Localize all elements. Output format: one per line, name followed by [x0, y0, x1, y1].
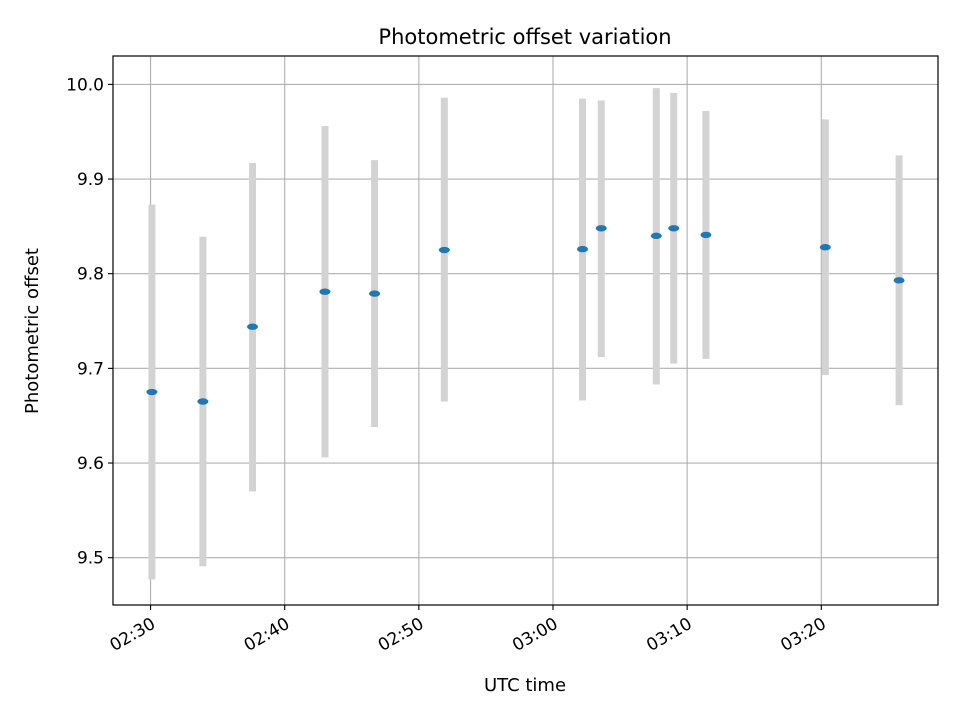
- data-point: [247, 323, 259, 330]
- y-tick-label: 9.8: [77, 265, 104, 285]
- y-tick-label: 9.6: [77, 454, 104, 474]
- data-point: [819, 244, 831, 251]
- x-tick-label: 02:30: [107, 614, 159, 656]
- data-point: [650, 232, 662, 240]
- x-tick-label: 02:50: [375, 614, 427, 656]
- x-axis-label: UTC time: [484, 675, 566, 696]
- x-axis: 02:30 02:40 02:50 03:00 03:10 03:20: [107, 605, 830, 656]
- data-point: [438, 246, 450, 254]
- y-tick-label: 10.0: [66, 75, 104, 95]
- data-point: [595, 225, 607, 232]
- x-tick-label: 03:00: [509, 614, 561, 656]
- chart-title: Photometric offset variation: [378, 25, 671, 49]
- data-point: [369, 290, 381, 297]
- data-point: [577, 245, 589, 253]
- y-tick-label: 9.7: [77, 359, 104, 379]
- data-point: [700, 231, 712, 239]
- data-point: [668, 225, 680, 232]
- y-tick-label: 9.9: [77, 170, 104, 190]
- plot-frame: [112, 55, 939, 606]
- y-tick-label: 9.5: [77, 549, 104, 569]
- data-point: [319, 288, 331, 295]
- grid-layer: [113, 56, 938, 605]
- x-tick-label: 02:40: [241, 614, 293, 656]
- marker-layer: [146, 225, 905, 405]
- data-point: [197, 398, 209, 405]
- x-tick-label: 03:20: [777, 614, 829, 656]
- errorbar-layer: [148, 88, 903, 580]
- y-axis-label: Photometric offset: [22, 248, 43, 414]
- data-point: [146, 388, 158, 396]
- y-axis: 9.5 9.6 9.7 9.8 9.9 10.0: [66, 75, 113, 569]
- x-tick-label: 03:10: [643, 614, 695, 656]
- data-point: [893, 277, 905, 284]
